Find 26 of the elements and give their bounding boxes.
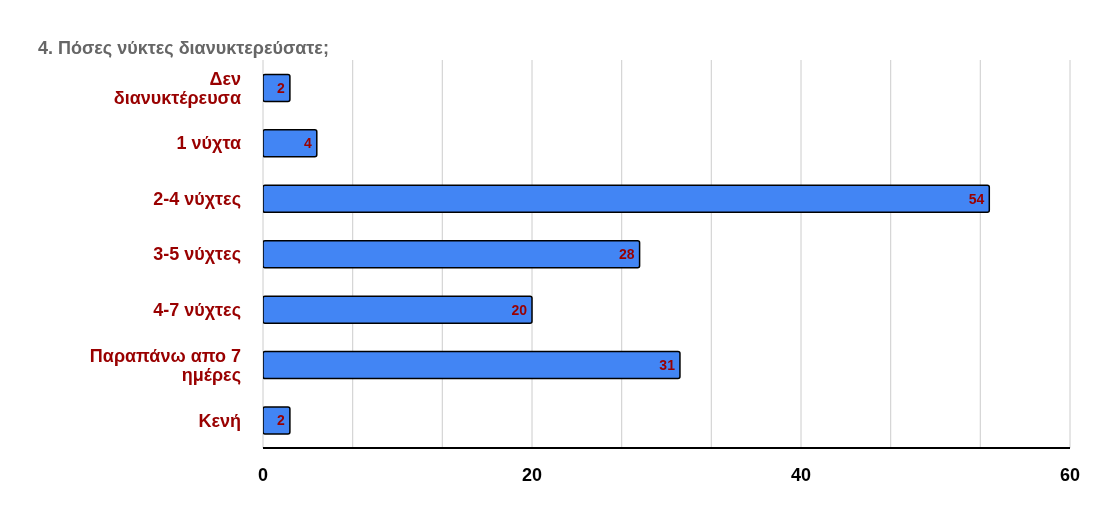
bar xyxy=(263,350,681,380)
y-tick-label: Παραπάνω απο 7 ημέρες xyxy=(89,345,241,385)
y-tick-label: 2-4 νύχτες xyxy=(153,188,241,209)
y-tick-label: 3-5 νύχτες xyxy=(153,244,241,265)
data-label: 54 xyxy=(968,190,985,207)
data-label: 31 xyxy=(659,357,676,374)
y-tick-label: 1 νύχτα xyxy=(176,133,241,154)
bar xyxy=(263,295,533,324)
data-label: 20 xyxy=(511,301,528,318)
y-tick-label: Κενή xyxy=(198,410,241,431)
x-tick-label: 0 xyxy=(257,464,269,485)
x-tick-label: 20 xyxy=(521,464,543,485)
x-tick-label: 60 xyxy=(1059,464,1081,485)
data-label: 2 xyxy=(277,79,286,96)
data-label: 28 xyxy=(619,246,635,263)
data-label: 4 xyxy=(304,135,312,152)
chart-title: 4. Πόσες νύκτες διανυκτερεύσατε; xyxy=(37,37,330,58)
bar xyxy=(263,184,991,214)
data-label: 2 xyxy=(277,412,286,429)
bar xyxy=(263,239,641,269)
bar xyxy=(263,406,291,435)
bar xyxy=(263,129,318,158)
y-tick-label: 4-7 νύχτες xyxy=(153,299,241,320)
y-tick-label: Δεν διανυκτέρευσα xyxy=(113,68,241,108)
bar xyxy=(263,73,291,103)
x-tick-label: 40 xyxy=(790,464,812,485)
